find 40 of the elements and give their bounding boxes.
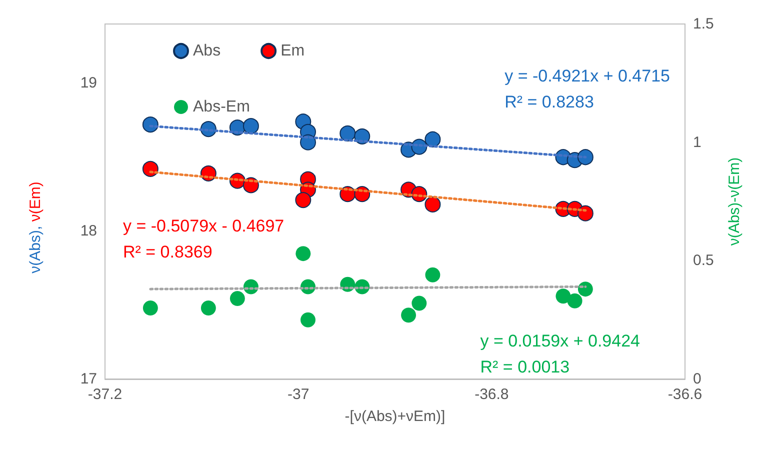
y-tick-label: 19 [80, 74, 97, 92]
legend-label: Abs [193, 42, 221, 60]
point [296, 246, 311, 262]
point [300, 312, 316, 328]
y-tick-label: 18 [80, 222, 97, 240]
point [401, 308, 416, 323]
y-tick-label: 17 [80, 370, 97, 388]
legend-label: Abs-Em [193, 98, 250, 116]
y-axis-title: ν(Abs), ν(Em) [27, 182, 44, 274]
x-tick-label: -36.6 [668, 386, 702, 403]
point [142, 160, 158, 177]
y2-tick-label: 1.5 [693, 16, 714, 32]
point [424, 196, 441, 212]
point [340, 125, 356, 142]
point [567, 293, 582, 308]
point [577, 205, 594, 222]
x-tick-label: -37.2 [88, 386, 122, 403]
x-tick-label: -37 [287, 386, 310, 403]
annotation: y = -0.5079x - 0.4697 R² = 0.8369 [123, 216, 284, 262]
annotation: y = 0.0159x + 0.9424 R² = 0.0013 [480, 332, 640, 376]
point [425, 267, 440, 282]
y2-tick-label: 1 [693, 134, 702, 151]
y2-tick-label: 0.5 [693, 252, 714, 270]
y2-tick-label: 0 [693, 370, 702, 388]
point [142, 116, 158, 133]
y2-axis-title: ν(Abs)-ν(Em) [726, 157, 743, 246]
point [230, 291, 245, 306]
point [142, 300, 158, 316]
legend-label: Em [280, 42, 305, 60]
point [577, 149, 594, 166]
point [200, 300, 216, 316]
point [578, 282, 593, 297]
point [556, 288, 571, 304]
point [242, 118, 259, 134]
x-axis-title: -[ν(Abs)+νEm)] [344, 408, 446, 425]
x-tick-label: -36.8 [474, 386, 509, 403]
point [412, 296, 427, 311]
point [295, 192, 312, 208]
annotation: y = -0.4921x + 0.4715 R² = 0.8283 [504, 66, 670, 112]
point [424, 131, 441, 148]
